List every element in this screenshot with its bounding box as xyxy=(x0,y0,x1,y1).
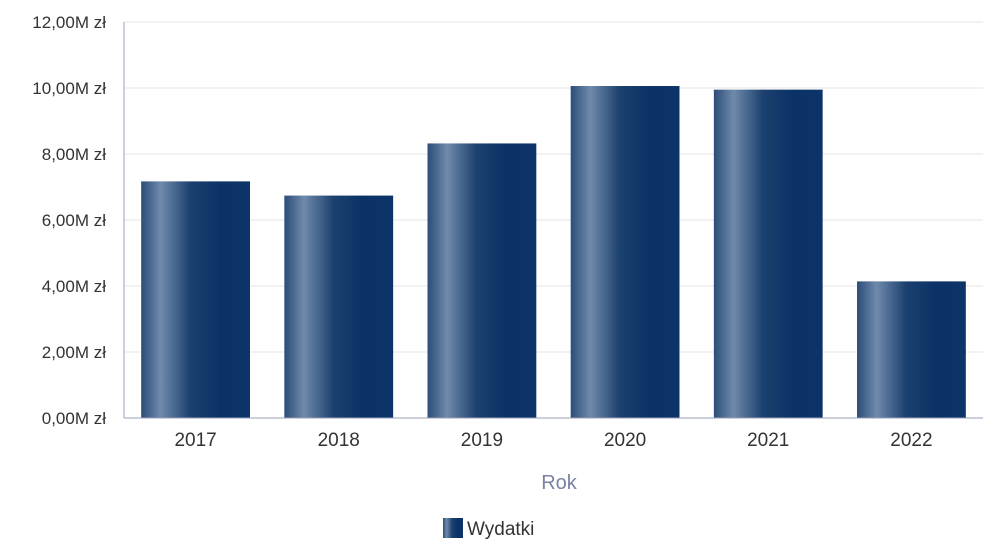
y-tick-label: 2,00M zł xyxy=(42,343,106,362)
bar-2021[interactable] xyxy=(713,89,823,419)
bar-2017[interactable] xyxy=(141,181,250,418)
y-tick-label: 4,00M zł xyxy=(42,277,106,296)
x-tick-label: 2021 xyxy=(747,430,789,451)
x-tick-label: 2018 xyxy=(318,430,360,451)
bar-2022[interactable] xyxy=(857,281,966,418)
y-tick-label: 8,00M zł xyxy=(42,145,106,164)
y-axis-ticks: 0,00M zł 2,00M zł 4,00M zł 6,00M zł 8,00M zł… xyxy=(32,13,106,428)
x-tick-label: 2020 xyxy=(604,430,646,451)
bar-2020[interactable] xyxy=(570,86,680,419)
y-tick-label: 6,00M zł xyxy=(42,211,106,230)
y-tick-label: 0,00M zł xyxy=(42,409,106,428)
bar-2018[interactable] xyxy=(284,195,394,418)
gridlines xyxy=(124,21,983,353)
legend[interactable]: Wydatki xyxy=(443,518,534,540)
bars xyxy=(141,86,966,419)
y-tick-label: 10,00M zł xyxy=(32,79,106,98)
x-axis-title: Rok xyxy=(541,472,578,494)
x-tick-label: 2022 xyxy=(890,430,932,451)
x-tick-label: 2019 xyxy=(461,430,503,451)
x-axis-ticks: 2017 2018 2019 2020 2021 2022 xyxy=(174,430,932,451)
y-tick-label: 12,00M zł xyxy=(32,13,106,32)
legend-swatch xyxy=(443,518,463,538)
legend-label: Wydatki xyxy=(467,519,534,540)
x-tick-label: 2017 xyxy=(174,430,216,451)
bar-2019[interactable] xyxy=(427,143,537,418)
